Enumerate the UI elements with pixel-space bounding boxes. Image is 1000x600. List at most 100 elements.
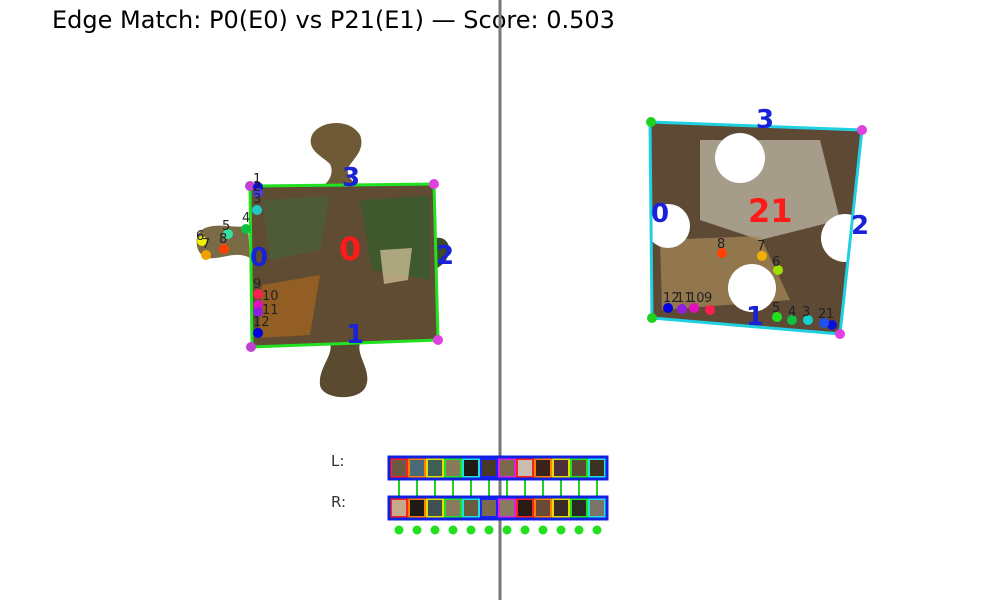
- left-sample-point: [253, 300, 263, 310]
- right-piece-left-slot: [646, 204, 690, 248]
- left-color-swatch: [480, 458, 498, 478]
- left-color-swatch: [462, 458, 480, 478]
- left-color-swatch: [498, 458, 516, 478]
- right-sample-point: [705, 305, 715, 315]
- right-color-swatch: [408, 498, 426, 518]
- left-corner-dot: [429, 179, 439, 189]
- left-sample-point-label: 9: [253, 277, 261, 292]
- left-sample-point-label: 1: [253, 172, 261, 187]
- left-sample-point: [253, 289, 263, 299]
- right-sample-point-label: 4: [788, 305, 796, 320]
- left-sample-point-label: 10: [262, 289, 279, 304]
- right-sample-point-label: 5: [772, 301, 780, 316]
- right-corner-label-3: 3: [756, 105, 774, 135]
- match-indicator-dot: [502, 525, 512, 535]
- right-color-swatch: [552, 498, 570, 518]
- right-piece-id: 21: [748, 192, 793, 230]
- right-sample-point-label: 7: [757, 239, 765, 254]
- right-sample-point-label: 3: [802, 305, 810, 320]
- left-piece-texture-b: [360, 196, 430, 280]
- right-corner-label-0: 0: [651, 199, 669, 229]
- right-sample-point: [663, 303, 673, 313]
- left-corner-label-1: 1: [346, 320, 364, 350]
- left-sample-point: [253, 328, 263, 338]
- right-piece-right-slot: [821, 214, 869, 262]
- right-color-swatch: [444, 498, 462, 518]
- left-piece-left-tab: [196, 225, 250, 259]
- right-corner-label-2: 2: [851, 211, 869, 241]
- left-color-swatch: [588, 458, 606, 478]
- left-color-swatch: [534, 458, 552, 478]
- right-sample-point-label: 11: [676, 291, 693, 306]
- right-sample-point: [772, 312, 782, 322]
- right-color-swatch: [426, 498, 444, 518]
- right-sample-point-label: 12: [663, 291, 680, 306]
- right-corner-dot: [647, 313, 657, 323]
- left-sample-point-label: 6: [196, 229, 204, 244]
- swatch-comparison: [387, 455, 609, 535]
- left-corner-label-0: 0: [250, 243, 268, 273]
- right-color-swatch: [516, 498, 534, 518]
- right-sample-point-label: 8: [717, 237, 725, 252]
- left-corner-label-3: 3: [342, 163, 360, 193]
- right-sample-point-label: 10: [688, 291, 705, 306]
- right-color-swatch: [390, 498, 408, 518]
- right-color-swatch: [480, 498, 498, 518]
- left-piece-texture-c: [258, 275, 320, 338]
- right-sample-point: [757, 251, 767, 261]
- match-indicator-dot: [394, 525, 404, 535]
- right-sample-point: [803, 315, 813, 325]
- match-indicator-dot: [412, 525, 422, 535]
- left-piece-id: 0: [339, 230, 361, 268]
- left-color-swatch: [444, 458, 462, 478]
- left-sample-point-label: 4: [242, 211, 250, 226]
- right-sample-point-label: 2: [818, 307, 826, 322]
- right-color-swatch: [534, 498, 552, 518]
- left-sample-point: [253, 188, 263, 198]
- left-color-swatch: [552, 458, 570, 478]
- left-sample-point: [252, 205, 262, 215]
- left-piece-top-tab: [310, 122, 362, 186]
- match-title: Edge Match: P0(E0) vs P21(E1) — Score: 0…: [52, 6, 615, 34]
- right-sample-point-label: 9: [704, 291, 712, 306]
- left-color-swatch: [426, 458, 444, 478]
- left-sample-point: [197, 236, 207, 246]
- right-sample-point: [827, 320, 837, 330]
- left-piece-texture-d: [380, 248, 412, 284]
- right-row-label: R:: [331, 493, 346, 511]
- right-piece-bottom-slot: [728, 264, 776, 312]
- right-sample-point: [677, 304, 687, 314]
- right-color-swatch: [498, 498, 516, 518]
- right-corner-dot: [835, 329, 845, 339]
- left-sample-point-label: 12: [253, 315, 270, 330]
- left-swatch-frame: [387, 455, 609, 481]
- right-color-swatch: [462, 498, 480, 518]
- left-color-swatch: [516, 458, 534, 478]
- left-puzzle-piece[interactable]: [196, 122, 450, 398]
- right-sample-point: [717, 248, 727, 258]
- match-indicator-dot: [520, 525, 530, 535]
- left-sample-point-label: 11: [262, 303, 279, 318]
- left-row-label: L:: [331, 452, 344, 470]
- left-corner-dot: [433, 335, 443, 345]
- match-indicator-dot: [538, 525, 548, 535]
- left-sample-point: [201, 250, 211, 260]
- left-sample-point: [241, 224, 251, 234]
- left-sample-point: [253, 307, 263, 317]
- left-corner-dot: [246, 342, 256, 352]
- right-corner-dot: [857, 125, 867, 135]
- right-color-swatch: [588, 498, 606, 518]
- match-indicator-dot: [592, 525, 602, 535]
- right-sample-point: [689, 303, 699, 313]
- right-swatch-frame: [387, 495, 609, 521]
- left-color-swatch: [408, 458, 426, 478]
- left-sample-point: [219, 244, 229, 254]
- left-corner-dot: [245, 181, 255, 191]
- right-corner-dot: [646, 117, 656, 127]
- left-color-swatch: [570, 458, 588, 478]
- left-sample-point: [223, 229, 233, 239]
- right-sample-point: [787, 315, 797, 325]
